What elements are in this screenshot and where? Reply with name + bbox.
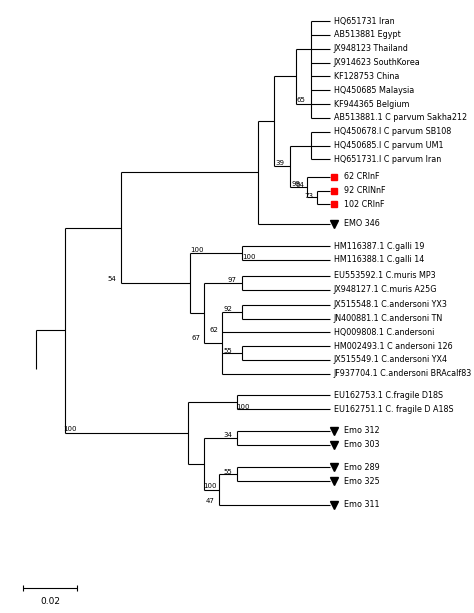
Text: Emo 311: Emo 311 — [344, 500, 379, 509]
Text: 39: 39 — [275, 160, 284, 166]
Text: 100: 100 — [203, 483, 217, 489]
Text: 100: 100 — [63, 426, 77, 432]
Text: 55: 55 — [223, 348, 232, 354]
Text: EU553592.1 C.muris MP3: EU553592.1 C.muris MP3 — [334, 272, 435, 280]
Text: 64: 64 — [295, 181, 304, 188]
Text: 92: 92 — [223, 306, 232, 312]
Text: Emo 289: Emo 289 — [344, 463, 380, 472]
Text: 92 CRINnF: 92 CRINnF — [344, 186, 385, 195]
Text: HQ450678.I C parvum SB108: HQ450678.I C parvum SB108 — [334, 127, 451, 136]
Text: 100: 100 — [243, 254, 256, 261]
Text: HQ450685 Malaysia: HQ450685 Malaysia — [334, 86, 414, 95]
Text: 0.02: 0.02 — [40, 596, 60, 606]
Text: 34: 34 — [223, 432, 232, 438]
Text: 97: 97 — [228, 277, 237, 283]
Text: Emo 303: Emo 303 — [344, 440, 379, 449]
Text: HQ009808.1 C.andersoni: HQ009808.1 C.andersoni — [334, 328, 434, 337]
Text: 73: 73 — [305, 192, 314, 199]
Text: 102 CRInF: 102 CRInF — [344, 200, 384, 209]
Text: JX515548.1 C.andersoni YX3: JX515548.1 C.andersoni YX3 — [334, 300, 447, 309]
Text: EU162751.1 C. fragile D A18S: EU162751.1 C. fragile D A18S — [334, 405, 453, 414]
Text: Emo 312: Emo 312 — [344, 427, 380, 435]
Text: AB513881 Egypt: AB513881 Egypt — [334, 31, 401, 39]
Text: 100: 100 — [191, 247, 204, 253]
Text: EMO 346: EMO 346 — [344, 219, 380, 228]
Text: 100: 100 — [236, 404, 250, 410]
Text: HQ651731 Iran: HQ651731 Iran — [334, 17, 394, 26]
Text: JN400881.1 C.andersoni TN: JN400881.1 C.andersoni TN — [334, 314, 443, 323]
Text: EU162753.1 C.fragile D18S: EU162753.1 C.fragile D18S — [334, 391, 443, 400]
Text: JX914623 SouthKorea: JX914623 SouthKorea — [334, 58, 420, 67]
Text: 67: 67 — [191, 335, 201, 341]
Text: Emo 325: Emo 325 — [344, 477, 380, 486]
Text: JX948127.1 C.muris A25G: JX948127.1 C.muris A25G — [334, 285, 437, 294]
Text: JX948123 Thailand: JX948123 Thailand — [334, 44, 409, 53]
Text: HM116388.1 C.galli 14: HM116388.1 C.galli 14 — [334, 255, 424, 264]
Text: 54: 54 — [108, 276, 117, 282]
Text: HM116387.1 C.galli 19: HM116387.1 C.galli 19 — [334, 242, 424, 251]
Text: JF937704.1 C.andersoni BRAcalf83: JF937704.1 C.andersoni BRAcalf83 — [334, 369, 472, 378]
Text: 47: 47 — [205, 498, 214, 503]
Text: 62: 62 — [209, 327, 218, 333]
Text: KF944365 Belgium: KF944365 Belgium — [334, 99, 409, 109]
Text: JX515549.1 C.andersoni YX4: JX515549.1 C.andersoni YX4 — [334, 356, 447, 365]
Text: AB513881.1 C parvum Sakha212: AB513881.1 C parvum Sakha212 — [334, 113, 467, 123]
Text: 55: 55 — [223, 469, 232, 475]
Text: 99: 99 — [292, 180, 301, 186]
Text: HM002493.1 C andersoni 126: HM002493.1 C andersoni 126 — [334, 341, 452, 351]
Text: HQ651731.I C parvum Iran: HQ651731.I C parvum Iran — [334, 155, 441, 164]
Text: HQ450685.I C parvum UM1: HQ450685.I C parvum UM1 — [334, 141, 443, 150]
Text: KF128753 China: KF128753 China — [334, 72, 399, 81]
Text: 65: 65 — [296, 97, 305, 104]
Text: 62 CRInF: 62 CRInF — [344, 172, 379, 181]
